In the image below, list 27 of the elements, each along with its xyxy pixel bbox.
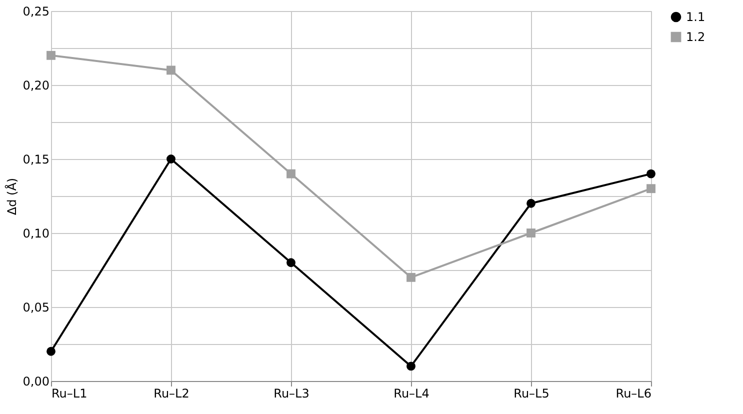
y-tick-label: 0,05: [22, 300, 50, 314]
y-tick-label: 0,25: [22, 4, 50, 18]
x-tick-label: Ru–L3: [274, 386, 310, 400]
x-tick-label: Ru–L6: [616, 386, 652, 400]
point: [526, 228, 536, 238]
point: [526, 198, 536, 208]
x-tick-label: Ru–L1: [52, 386, 88, 400]
y-tick-label: 0,00: [22, 374, 50, 388]
point: [646, 184, 656, 194]
point: [406, 272, 416, 282]
y-axis-title: Δd (Å): [4, 178, 19, 216]
x-tick-label: Ru–L4: [394, 386, 430, 400]
legend-label: 1.2: [686, 30, 706, 44]
legend-label: 1.1: [686, 10, 706, 24]
point: [46, 346, 56, 356]
y-tick-label: 0,15: [22, 152, 50, 166]
point: [286, 169, 296, 178]
point: [646, 169, 656, 178]
point: [166, 66, 176, 75]
point: [46, 50, 56, 60]
x-tick-label: Ru–L2: [154, 386, 190, 400]
y-tick-label: 0,10: [22, 226, 50, 240]
y-tick-label: 0,20: [22, 78, 50, 92]
x-tick-label: Ru–L5: [514, 386, 550, 400]
point: [166, 154, 176, 164]
point: [286, 258, 296, 268]
point: [406, 362, 416, 371]
